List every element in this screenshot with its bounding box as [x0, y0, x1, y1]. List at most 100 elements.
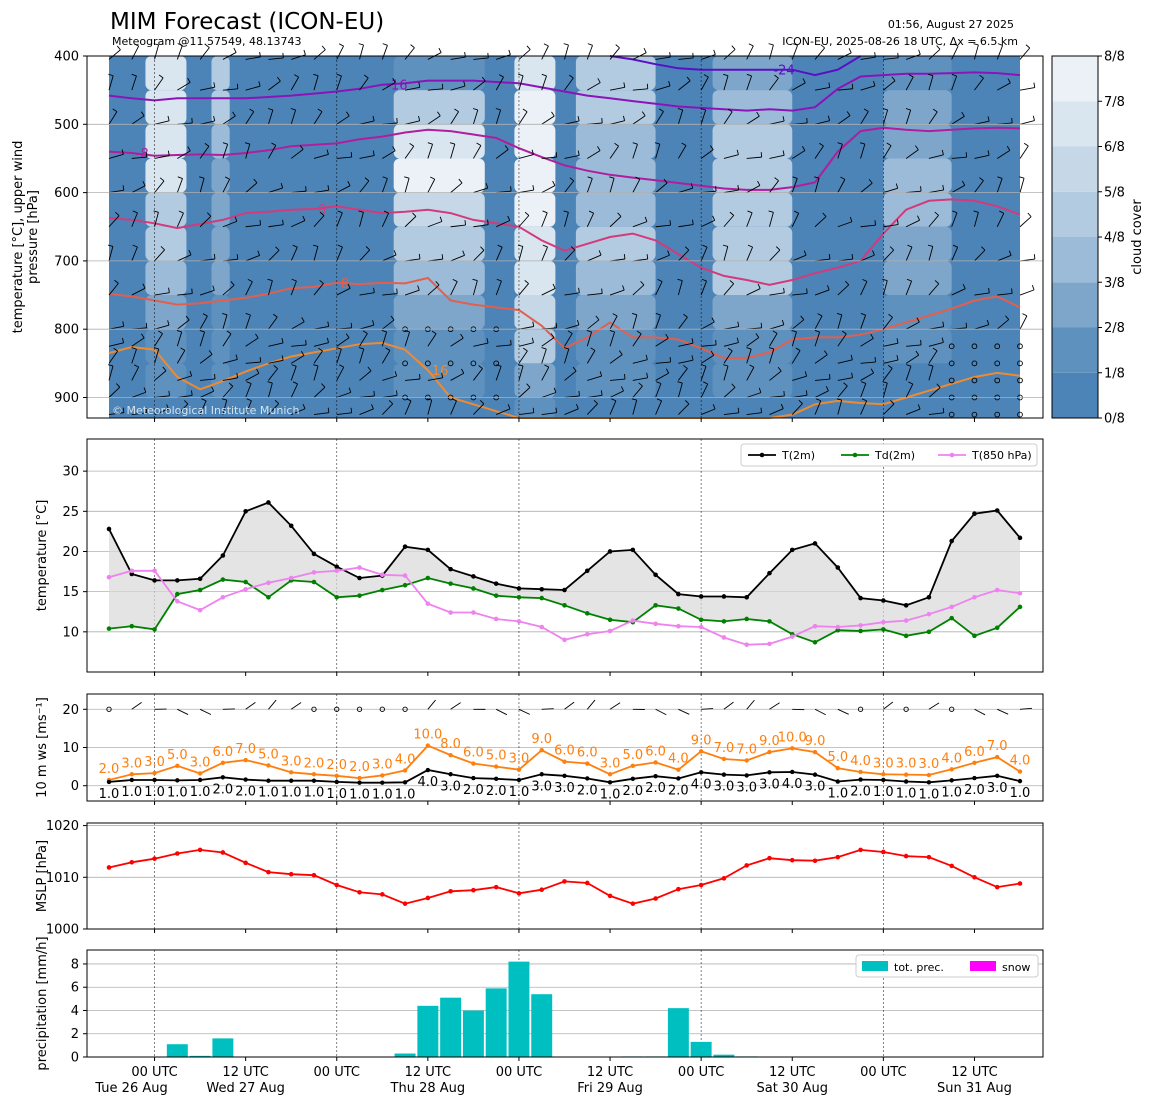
- wind-barb: [610, 703, 620, 710]
- watermark: © Meteorological Institute Munich: [112, 404, 299, 417]
- data-point: [243, 587, 248, 592]
- data-point: [357, 780, 361, 784]
- data-point: [608, 629, 613, 634]
- data-point: [813, 772, 817, 776]
- data-point: [1018, 779, 1022, 783]
- data-point: [653, 760, 657, 764]
- data-point: [972, 634, 977, 639]
- speed-label: 2.0: [235, 785, 256, 800]
- cloud-cell: [514, 363, 555, 397]
- y-tick-label: 500: [54, 118, 79, 133]
- data-point: [745, 773, 749, 777]
- data-point: [266, 595, 271, 600]
- speed-label: 2.0: [486, 784, 507, 799]
- wind-barb-flag: [1033, 116, 1034, 121]
- data-point: [448, 772, 452, 776]
- data-point: [927, 630, 932, 635]
- gust-label: 3.0: [873, 756, 894, 771]
- gust-label: 6.0: [645, 744, 666, 759]
- date-label: Wed 27 Aug: [206, 1081, 285, 1096]
- gust-label: 6.0: [554, 744, 575, 759]
- data-point: [198, 588, 203, 593]
- data-point: [448, 567, 453, 572]
- wind-barb-flag: [579, 391, 580, 396]
- data-point: [927, 612, 932, 617]
- speed-label: 3.0: [805, 780, 826, 795]
- data-point: [335, 780, 339, 784]
- data-point: [744, 595, 749, 600]
- data-point: [221, 553, 226, 558]
- wind-barb-flag: [564, 44, 569, 45]
- wind-barb: [747, 700, 755, 709]
- date-label: Sun 31 Aug: [937, 1081, 1012, 1096]
- wind-barb-flag: [1034, 254, 1035, 259]
- precipitation-legend: tot. prec.snow: [856, 955, 1038, 977]
- data-point: [972, 875, 977, 880]
- data-point: [312, 570, 317, 575]
- chart-title: MIM Forecast (ICON-EU): [110, 9, 384, 35]
- data-point: [152, 627, 157, 632]
- data-point: [904, 779, 908, 783]
- data-point: [152, 856, 157, 861]
- surface-wind-barbs: [107, 700, 1032, 715]
- cloud-cell: [883, 261, 951, 295]
- model-run: ICON-EU, 2025-08-26 18 UTC, Δx = 6.5 km: [782, 35, 1018, 48]
- legend-marker: [853, 453, 858, 458]
- data-point: [881, 620, 886, 625]
- data-point: [107, 575, 112, 580]
- y-axis-label: 10 m ws [ms⁻¹]: [35, 697, 50, 798]
- y-tick-label: 0: [71, 1051, 79, 1066]
- gust-label: 9.0: [805, 734, 826, 749]
- data-point: [357, 776, 361, 780]
- data-point: [676, 767, 680, 771]
- wind-barb: [769, 703, 779, 709]
- gust-label: 3.0: [372, 757, 393, 772]
- wind-barb-flag: [328, 408, 329, 413]
- y-tick-label: 10: [62, 625, 79, 640]
- plot-panels: -24-16-80816400500600700800900temperatur…: [11, 44, 1145, 1096]
- data-point: [722, 757, 726, 761]
- precip-bar: [486, 988, 507, 1057]
- data-point: [448, 889, 453, 894]
- data-point: [517, 778, 521, 782]
- data-point: [767, 856, 772, 861]
- data-point: [858, 596, 863, 601]
- data-point: [221, 775, 225, 779]
- colorbar-segment: [1052, 328, 1098, 373]
- data-point: [608, 617, 613, 622]
- gust-label: 6.0: [577, 746, 598, 761]
- data-point: [836, 565, 841, 570]
- data-point: [334, 595, 339, 600]
- cloud-cell: [145, 227, 186, 261]
- y-tick-label: 1020: [46, 819, 79, 834]
- wind-barb: [1020, 48, 1030, 59]
- speed-label: 3.0: [987, 781, 1008, 796]
- mslp-time-grid: [155, 823, 975, 933]
- data-point: [722, 635, 727, 640]
- speed-label: 1.0: [509, 785, 530, 800]
- data-point: [585, 881, 590, 886]
- wind-barb-flag: [829, 254, 830, 259]
- data-point: [949, 778, 953, 782]
- data-point: [426, 743, 430, 747]
- wind-barb: [656, 709, 667, 714]
- data-point: [221, 850, 226, 855]
- wind-barb-flag: [738, 408, 739, 413]
- data-point: [836, 625, 841, 630]
- mslp-frame: [87, 823, 1043, 929]
- gust-label: 2.0: [326, 758, 347, 773]
- data-point: [676, 624, 681, 629]
- speed-label: 1.0: [99, 787, 120, 802]
- data-point: [995, 885, 1000, 890]
- wind-barb-flag: [322, 46, 325, 50]
- gust-label: 7.0: [987, 739, 1008, 754]
- cloud-cell: [145, 261, 186, 295]
- wind-barb-flag: [588, 44, 593, 46]
- gust-label: 4.0: [668, 752, 689, 767]
- time-tick-label: 00 UTC: [131, 1065, 177, 1080]
- cloud-cell: [514, 124, 555, 158]
- wind-barb-flag: [234, 48, 236, 52]
- data-point: [357, 593, 362, 598]
- speed-label: 1.0: [281, 786, 302, 801]
- cloud-cell: [394, 329, 485, 363]
